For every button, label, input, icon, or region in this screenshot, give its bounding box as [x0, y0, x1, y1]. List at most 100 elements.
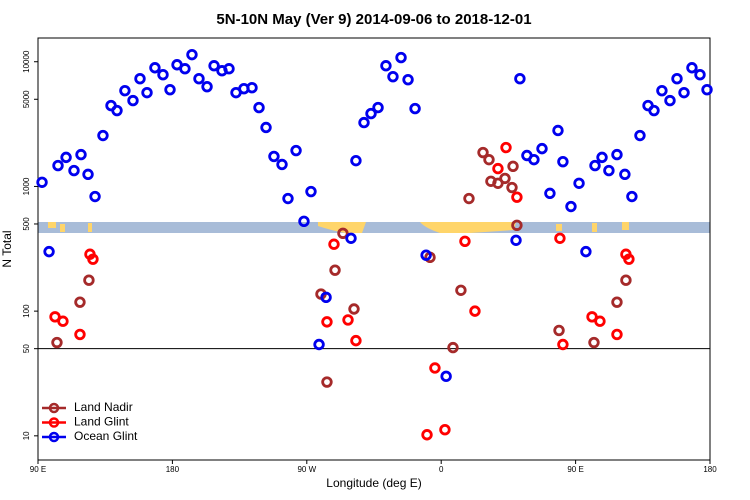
point: [507, 160, 519, 173]
point: [573, 177, 585, 189]
point: [74, 296, 86, 308]
point: [328, 238, 340, 250]
point: [694, 69, 706, 81]
x-tick-label: 180: [166, 465, 180, 474]
point: [648, 104, 660, 117]
legend-marker: [48, 431, 60, 443]
point: [554, 232, 566, 244]
x-tick-label: 90 W: [297, 465, 316, 474]
x-tick-label: 180: [703, 465, 717, 474]
point: [395, 51, 407, 64]
point: [557, 338, 569, 351]
y-tick-label: 1000: [22, 177, 31, 195]
point: [372, 101, 384, 114]
point: [589, 159, 601, 172]
point: [421, 429, 433, 441]
point: [223, 63, 235, 75]
point: [500, 141, 512, 154]
point: [623, 253, 635, 265]
point: [253, 101, 265, 114]
plot-frame: [37, 37, 711, 461]
point: [111, 104, 123, 117]
y-tick-label: 50: [22, 344, 31, 353]
point: [596, 151, 608, 164]
point: [664, 94, 676, 107]
point: [477, 146, 489, 159]
point: [686, 62, 698, 74]
point: [387, 70, 399, 83]
legend-marker: [48, 402, 60, 414]
point: [671, 73, 683, 85]
point: [321, 316, 333, 328]
point: [619, 168, 631, 181]
point: [60, 151, 72, 164]
point: [483, 153, 495, 166]
point: [463, 192, 475, 205]
point: [603, 164, 615, 177]
point: [380, 60, 392, 72]
legend-label: Ocean Glint: [74, 429, 138, 443]
point: [127, 94, 139, 107]
point: [298, 215, 310, 228]
y-tick-label: 10000: [22, 50, 31, 73]
y-tick-label: 10: [22, 431, 31, 440]
point: [557, 155, 569, 168]
y-tick-label: 500: [22, 217, 31, 231]
point: [305, 185, 317, 198]
point: [87, 253, 99, 265]
point: [429, 362, 441, 374]
map-strip: [38, 222, 710, 233]
point: [469, 305, 481, 317]
point: [89, 190, 101, 203]
point: [246, 82, 258, 94]
point: [620, 274, 632, 286]
point: [75, 148, 87, 161]
x-tick-label: 90 E: [567, 465, 583, 474]
point: [358, 116, 370, 129]
point: [588, 336, 600, 349]
point: [179, 63, 191, 75]
point: [36, 176, 48, 188]
point: [74, 328, 86, 341]
point: [402, 73, 414, 86]
point: [447, 341, 459, 354]
chart-title: 5N-10N May (Ver 9) 2014-09-06 to 2018-12…: [216, 11, 531, 28]
point: [193, 73, 205, 85]
point: [119, 84, 131, 97]
point: [342, 314, 354, 326]
legend-label: Land Nadir: [74, 400, 133, 414]
point: [43, 245, 55, 258]
point: [282, 192, 294, 205]
point: [320, 291, 332, 304]
point: [420, 249, 432, 261]
point: [440, 370, 452, 383]
point: [52, 159, 64, 172]
point: [348, 303, 360, 315]
point: [260, 121, 272, 134]
point: [329, 264, 341, 276]
point: [164, 83, 176, 96]
point: [580, 245, 592, 258]
point: [611, 328, 623, 341]
point: [553, 324, 565, 337]
point: [350, 334, 362, 347]
point: [455, 284, 467, 296]
point: [511, 191, 523, 203]
point: [492, 162, 504, 175]
point: [365, 107, 377, 120]
point: [511, 219, 523, 231]
point: [313, 338, 325, 351]
x-tick-label: 90 E: [30, 465, 46, 474]
point: [611, 296, 623, 308]
y-axis-label: N Total: [0, 230, 14, 267]
point: [57, 315, 69, 327]
point: [409, 102, 421, 115]
point: [626, 190, 638, 203]
x-tick-label: 0: [439, 465, 444, 474]
point: [611, 148, 623, 161]
point: [594, 315, 606, 327]
point: [82, 168, 94, 181]
point: [552, 124, 564, 137]
point: [678, 86, 690, 99]
